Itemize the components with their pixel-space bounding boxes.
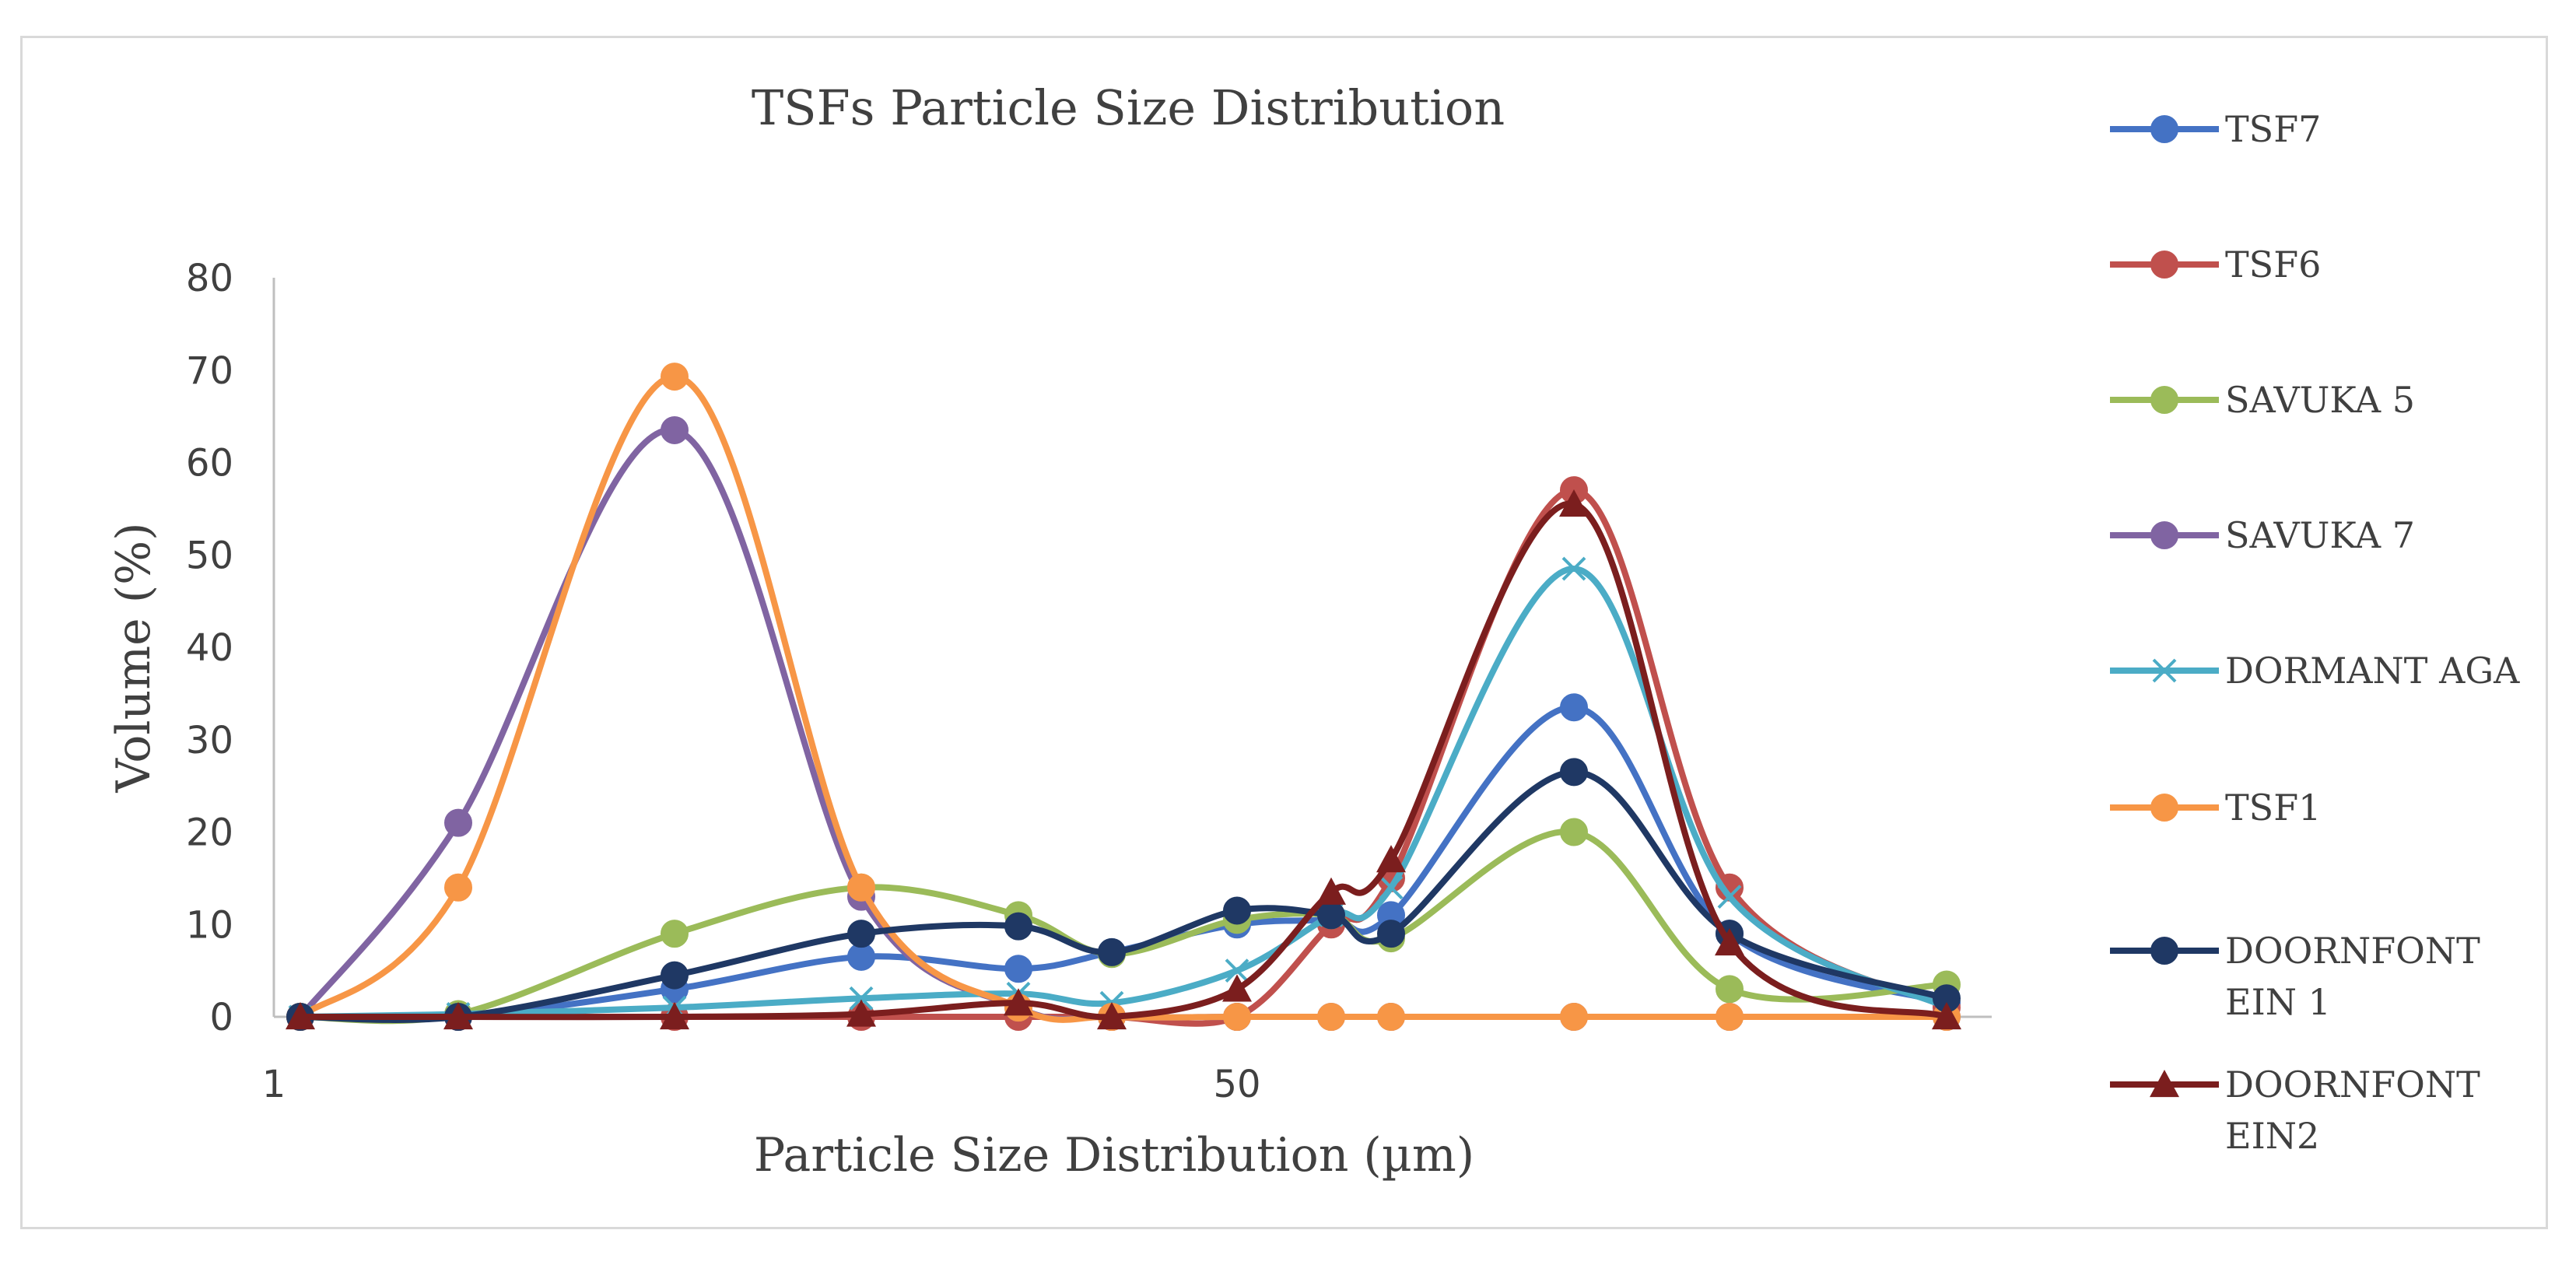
legend-item-dormant-aga-label: DORMANT AGA xyxy=(2225,650,2520,692)
series-dormant-aga-marker-stroke xyxy=(849,986,874,1011)
series-doornfontein2-marker xyxy=(660,1002,689,1030)
legend-item-dormant-aga: DORMANT AGA xyxy=(2110,650,2520,692)
series-doornfontein-1-marker xyxy=(661,961,689,990)
chart-frame xyxy=(20,36,2548,1229)
series-dormant-aga-marker xyxy=(849,986,874,1011)
y-tick-label: 50 xyxy=(186,534,233,577)
series-tsf1-marker xyxy=(1716,1003,1744,1031)
legend-item-doornfontein-1-label: DOORNFONT xyxy=(2225,930,2480,972)
legend-item-tsf7-label: TSF7 xyxy=(2225,108,2321,150)
y-tick-label: 80 xyxy=(186,257,233,300)
series-savuka-7-marker xyxy=(444,808,472,837)
y-tick-label: 30 xyxy=(186,719,233,762)
series-dormant-aga-marker-stroke xyxy=(1225,958,1249,983)
series-savuka-7 xyxy=(286,415,1961,1031)
series-savuka-5-marker xyxy=(661,920,689,948)
series-doornfontein2-marker xyxy=(1376,845,1406,873)
series-doornfontein2-line xyxy=(297,500,1950,1021)
legend: TSF7 TSF6 SAVUKA 5 SAVUKA 7 DORMANT AGA TSF1 D… xyxy=(2110,108,2520,1157)
series-dormant-aga-marker-stroke xyxy=(1717,885,1742,909)
series-doornfontein-1-marker xyxy=(847,920,875,948)
series-doornfontein2-marker xyxy=(1004,988,1033,1016)
legend-item-savuka-5-label: SAVUKA 5 xyxy=(2225,379,2415,421)
series-doornfontein-1-marker xyxy=(1560,758,1588,787)
series-doornfontein-1-line xyxy=(297,769,1950,1023)
legend-item-doornfontein-1-label: EIN 1 xyxy=(2225,981,2331,1023)
series-doornfontein2-marker xyxy=(1559,489,1589,517)
series-tsf1-marker xyxy=(1560,1003,1588,1031)
series-savuka-7-line xyxy=(297,426,1950,1022)
series-tsf1 xyxy=(286,363,1961,1031)
chart-title: TSFs Particle Size Distribution xyxy=(752,79,1505,136)
series-doornfontein-1-marker xyxy=(1317,901,1345,930)
legend-item-tsf6-marker xyxy=(2150,251,2178,279)
series-doornfontein2-marker xyxy=(1316,877,1346,905)
legend-item-tsf7-marker xyxy=(2150,115,2178,143)
legend-item-savuka-5: SAVUKA 5 xyxy=(2110,379,2415,421)
series-dormant-aga-marker xyxy=(1225,958,1249,983)
series-tsf6-line xyxy=(297,487,1950,1027)
legend-item-doornfontein-1: DOORNFONT EIN 1 xyxy=(2110,930,2480,1023)
legend-item-savuka-7-label: SAVUKA 7 xyxy=(2225,514,2415,556)
y-tick-label: 20 xyxy=(186,811,233,855)
series-doornfontein-1-marker xyxy=(1004,912,1032,941)
series-dormant-aga-marker-stroke xyxy=(1561,556,1586,581)
y-tick-label: 40 xyxy=(186,626,233,670)
series-tsf1-marker xyxy=(1317,1003,1345,1031)
legend-item-savuka-5-marker xyxy=(2150,386,2178,414)
legend-item-tsf6-label: TSF6 xyxy=(2225,244,2321,286)
legend-item-doornfontein2: DOORNFONT EIN2 xyxy=(2110,1064,2480,1157)
series-doornfontein2-marker xyxy=(443,1002,473,1030)
legend-item-doornfontein2-marker xyxy=(2150,1070,2179,1098)
series-tsf7-marker xyxy=(1560,693,1588,722)
y-tick-label: 0 xyxy=(209,996,233,1039)
series-tsf1-line xyxy=(297,373,1950,1023)
series-tsf7-marker xyxy=(1004,955,1032,983)
x-tick-label: 50 xyxy=(1213,1063,1260,1106)
legend-item-savuka-7: SAVUKA 7 xyxy=(2110,514,2415,556)
legend-item-doornfontein-1-marker xyxy=(2150,937,2178,965)
series-layer xyxy=(286,363,1961,1031)
series-doornfontein2 xyxy=(286,489,1961,1030)
legend-item-doornfontein2-label: DOORNFONT xyxy=(2225,1064,2480,1106)
series-doornfontein2-marker xyxy=(1097,1002,1127,1030)
legend-item-tsf6: TSF6 xyxy=(2110,244,2321,286)
legend-item-tsf7: TSF7 xyxy=(2110,108,2321,150)
series-savuka-7-marker xyxy=(661,415,689,444)
y-tick-label: 10 xyxy=(186,903,233,947)
series-tsf1-marker xyxy=(661,363,689,391)
series-doornfontein2-marker xyxy=(1932,1002,1961,1030)
series-doornfontein2-marker xyxy=(1715,928,1744,956)
series-doornfontein2-marker xyxy=(286,1002,315,1030)
legend-item-dormant-aga-marker-stroke xyxy=(2152,658,2177,683)
series-tsf1-marker xyxy=(444,873,472,902)
series-tsf1-marker xyxy=(1377,1003,1405,1031)
series-savuka-5-marker xyxy=(1560,818,1588,846)
series-savuka-5-line xyxy=(297,828,1950,1025)
x-tick-label: 1 xyxy=(262,1063,286,1106)
y-tick-label: 60 xyxy=(186,442,233,485)
series-doornfontein2-marker xyxy=(1222,974,1252,1002)
legend-item-tsf1-label: TSF1 xyxy=(2225,787,2321,829)
series-doornfontein-1-marker xyxy=(1098,937,1126,966)
legend-item-savuka-7-marker xyxy=(2150,521,2178,549)
series-tsf1-marker xyxy=(1223,1003,1251,1031)
series-doornfontein-1-marker xyxy=(1377,920,1405,948)
series-dormant-aga-marker xyxy=(1379,875,1404,900)
series-dormant-aga-marker xyxy=(1561,556,1586,581)
legend-item-tsf1: TSF1 xyxy=(2110,787,2321,829)
legend-item-tsf1-marker xyxy=(2150,794,2178,822)
series-tsf1-marker xyxy=(847,873,875,902)
legend-item-dormant-aga-marker xyxy=(2152,658,2177,683)
legend-item-doornfontein2-label: EIN2 xyxy=(2225,1115,2319,1157)
series-savuka-5-marker xyxy=(1716,975,1744,1004)
series-doornfontein2-marker xyxy=(846,999,876,1027)
x-axis-title: Particle Size Distribution (µm) xyxy=(754,1128,1474,1183)
y-axis-title: Volume (%) xyxy=(107,522,161,793)
series-doornfontein-1-marker xyxy=(1223,896,1251,925)
series-dormant-aga-marker-stroke xyxy=(1379,875,1404,900)
series-dormant-aga-marker xyxy=(1717,885,1742,909)
y-tick-label: 70 xyxy=(186,349,233,393)
